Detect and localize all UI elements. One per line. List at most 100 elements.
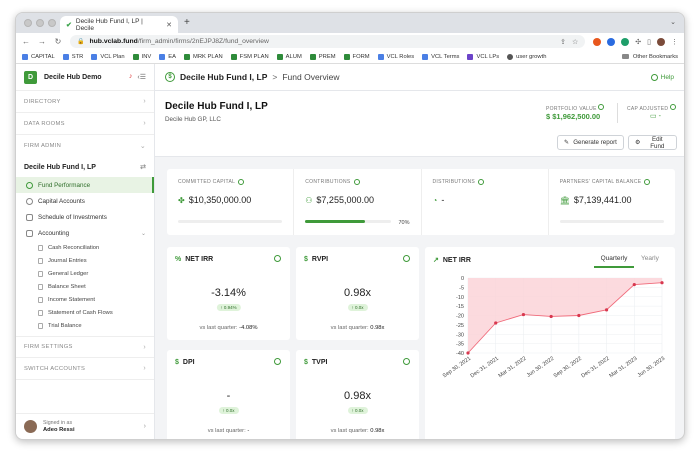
browser-tab[interactable]: ✔ Decile Hub Fund I, LP | Decile ✕ [60, 16, 178, 33]
share-icon[interactable]: ⇪ [560, 38, 566, 46]
extension-icon[interactable] [621, 37, 630, 46]
tab-list-chevron-icon[interactable]: ⌄ [670, 19, 676, 26]
bookmark-icon [184, 53, 191, 60]
org-name[interactable]: Decile Hub Demo [44, 73, 102, 81]
bookmark-item[interactable]: VCL Terms [422, 53, 459, 60]
dollar-icon: $ [304, 359, 308, 366]
new-tab-icon[interactable]: + [184, 17, 190, 28]
stat-bar [559, 220, 664, 223]
bookmark-item[interactable]: VCL Roles [377, 53, 414, 60]
bookmark-icon [377, 53, 384, 60]
bookmark-item[interactable]: FSM PLAN [230, 53, 269, 60]
summary-stats: COMMITTED CAPITAL ✤ $10,350,000.00 CONTRI… [167, 169, 675, 235]
info-icon[interactable] [274, 358, 281, 365]
sidebar-section-data-rooms[interactable]: DATA ROOMS › [16, 113, 154, 135]
other-bookmarks[interactable]: Other Bookmarks [621, 53, 678, 60]
info-icon[interactable] [353, 179, 360, 185]
bookmark-item[interactable]: CAPITAL [22, 53, 55, 60]
extension-icon[interactable] [607, 37, 616, 46]
bookmark-item[interactable]: user growth [507, 53, 546, 60]
info-icon[interactable] [478, 179, 485, 185]
breadcrumb-separator: > [272, 72, 278, 82]
metric-footnote: vs last quarter: -4.08% [167, 325, 290, 331]
info-icon[interactable] [403, 255, 410, 262]
sidebar-item-fund-performance[interactable]: Fund Performance [16, 177, 154, 193]
generate-report-button[interactable]: ✎ Generate report [557, 135, 624, 150]
bookmark-item[interactable]: STR [62, 53, 83, 60]
info-icon[interactable] [238, 179, 245, 185]
puzzle-extensions-icon[interactable]: ✣ [635, 38, 642, 46]
y-tick-label: -20 [456, 314, 464, 320]
collapse-sidebar-icon[interactable]: ‹☰ [137, 74, 146, 81]
sidebar-item-accounting[interactable]: Accounting ⌄ [16, 225, 154, 241]
reload-icon[interactable]: ↻ [54, 37, 62, 46]
sidebar-subitem[interactable]: Statement of Cash Flows [16, 306, 154, 319]
bookmark-item[interactable]: INV [132, 53, 151, 60]
sidebar-subitem[interactable]: Cash Reconciliation [16, 241, 154, 254]
stat-partners-capital-balance: PARTNERS' CAPITAL BALANCE 🏛 $7,139,441.00 [549, 169, 675, 235]
forward-icon[interactable]: → [38, 37, 46, 46]
bookmark-item[interactable]: MRK PLAN [184, 53, 223, 60]
document-icon [38, 270, 43, 277]
bookmark-item[interactable]: FORM [343, 53, 370, 60]
user-menu[interactable]: Signed in as Adeo Ressi › [16, 413, 154, 439]
close-tab-icon[interactable]: ✕ [166, 21, 172, 29]
gp-name: Decile Hub GP, LLC [165, 116, 221, 123]
bookmark-item[interactable]: VCL Plan [91, 53, 125, 60]
sidebar-section-firm-admin[interactable]: FIRM ADMIN ⌄ [16, 135, 154, 157]
sidebar-section-directory[interactable]: DIRECTORY › [16, 91, 154, 113]
bookmark-star-icon[interactable]: ☆ [571, 38, 579, 46]
stat-contributions: CONTRIBUTIONS ⚇ $7,255,000.00 70% [294, 169, 422, 235]
sidebar-item-capital-accounts[interactable]: Capital Accounts [16, 193, 154, 209]
bookmark-item[interactable]: ALUM [276, 53, 302, 60]
sidebar-subitem[interactable]: General Ledger [16, 267, 154, 280]
info-icon[interactable] [644, 179, 651, 185]
fund-selector[interactable]: Decile Hub Fund I, LP ⇄ [16, 157, 154, 177]
sidepanel-icon[interactable]: ▯ [647, 38, 651, 46]
bookmark-icon [467, 53, 474, 60]
browser-menu-icon[interactable]: ⋮ [671, 38, 678, 46]
address-bar: ← → ↻ 🔒 hub.vclab.fund/firm_admin/firms/… [16, 33, 684, 50]
url-input[interactable]: 🔒 hub.vclab.fund/firm_admin/firms/2nEJPJ… [70, 35, 586, 48]
other-bookmarks-label: Other Bookmarks [632, 53, 678, 60]
sidebar-subitem[interactable]: Journal Entries [16, 254, 154, 267]
stat-label: DISTRIBUTIONS [433, 179, 537, 185]
maximize-window-icon[interactable] [48, 19, 56, 27]
minimize-window-icon[interactable] [36, 19, 44, 27]
data-point [604, 308, 609, 312]
sidebar-section-firm-settings[interactable]: FIRM SETTINGS › [16, 336, 154, 358]
back-icon[interactable]: ← [22, 37, 30, 46]
card-title: % NET IRR [175, 256, 213, 263]
bookmark-item[interactable]: VCL LPs [467, 53, 499, 60]
sidebar-item-schedule-of-investments[interactable]: Schedule of Investments [16, 209, 154, 225]
bookmark-label: CAPITAL [31, 53, 55, 60]
bookmark-label: MRK PLAN [193, 53, 223, 60]
info-icon[interactable] [274, 255, 281, 262]
extension-icon[interactable] [593, 37, 602, 46]
profile-avatar-icon[interactable] [657, 37, 665, 46]
card-title-text: TVPI [311, 359, 328, 366]
close-window-icon[interactable] [24, 19, 32, 27]
info-icon[interactable] [598, 104, 605, 110]
y-tick-label: -10 [456, 295, 464, 301]
org-logo[interactable]: D [24, 70, 37, 84]
sidebar-subitem[interactable]: Balance Sheet [16, 280, 154, 293]
sidebar-subitem[interactable]: Income Statement [16, 293, 154, 306]
trend-up-icon: ↗ [433, 257, 439, 264]
switch-fund-icon[interactable]: ⇄ [140, 164, 146, 171]
sidebar-section-switch-accounts[interactable]: SWITCH ACCOUNTS › [16, 358, 154, 380]
metric-value: -3.14% [211, 287, 246, 299]
info-icon[interactable] [670, 104, 676, 110]
notification-bell-icon[interactable]: ♪ [128, 73, 133, 80]
tab-yearly[interactable]: Yearly [641, 255, 659, 262]
tab-quarterly[interactable]: Quarterly [594, 255, 634, 268]
info-icon[interactable] [403, 358, 410, 365]
bookmark-item[interactable]: EA [159, 53, 176, 60]
data-point [577, 313, 581, 318]
x-tick-label: Dec 31, 2021 [470, 356, 500, 380]
help-button[interactable]: Help [650, 73, 674, 81]
breadcrumb-fund[interactable]: Decile Hub Fund I, LP [180, 72, 268, 82]
sidebar-subitem[interactable]: Trial Balance [16, 319, 154, 332]
bookmark-item[interactable]: PREM [309, 53, 336, 60]
edit-fund-button[interactable]: ⚙ Edit Fund [628, 135, 677, 150]
